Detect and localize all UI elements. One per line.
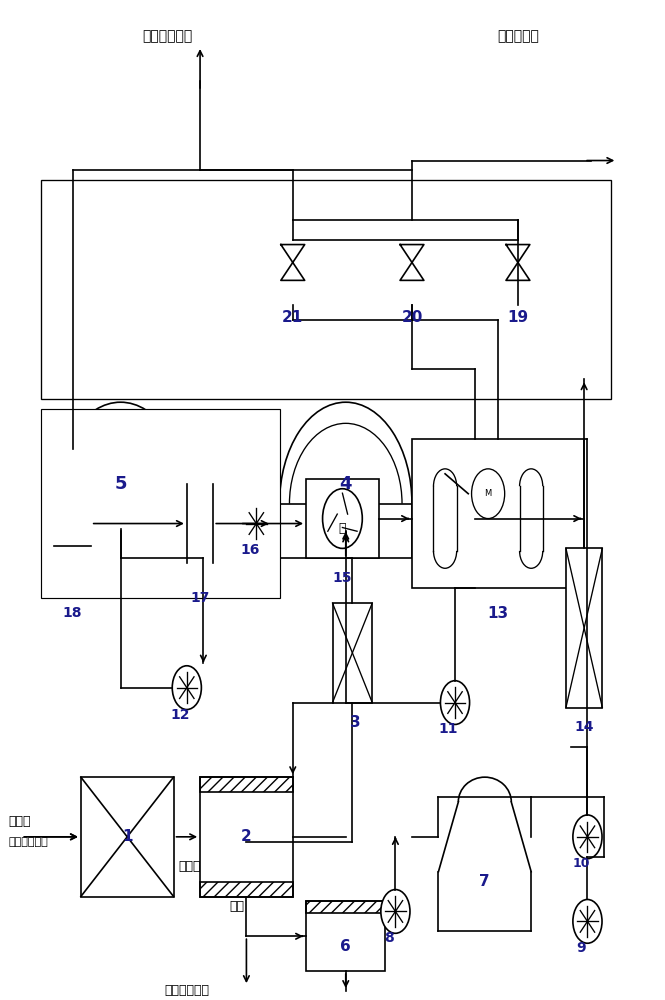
Text: 沼渣: 沼渣 <box>229 900 244 913</box>
Text: 16: 16 <box>240 543 259 557</box>
Text: 4: 4 <box>340 475 352 493</box>
Text: 19: 19 <box>507 310 529 325</box>
Circle shape <box>573 815 602 859</box>
Bar <box>412 439 584 588</box>
Bar <box>55 504 187 558</box>
Bar <box>41 180 610 399</box>
Circle shape <box>573 899 602 943</box>
Bar <box>491 220 545 305</box>
Circle shape <box>172 666 201 710</box>
Text: 17: 17 <box>190 591 209 605</box>
Bar <box>306 479 379 558</box>
Text: 水: 水 <box>338 522 346 535</box>
Text: 21: 21 <box>282 310 303 325</box>
Text: 13: 13 <box>487 606 509 621</box>
Text: 9: 9 <box>576 941 586 955</box>
Bar <box>566 548 602 708</box>
Bar <box>200 777 293 792</box>
Bar <box>55 449 91 588</box>
Circle shape <box>242 502 271 545</box>
Text: 10: 10 <box>572 857 590 870</box>
Text: M: M <box>485 489 491 498</box>
Text: 生产固体肥料: 生产固体肥料 <box>164 984 209 997</box>
Bar <box>41 409 279 598</box>
Circle shape <box>440 681 469 724</box>
Text: 1: 1 <box>122 829 132 844</box>
Text: （预处理后）: （预处理后） <box>8 837 48 847</box>
Circle shape <box>471 469 505 519</box>
Text: 安全位置排空: 安全位置排空 <box>142 29 192 43</box>
Text: 18: 18 <box>63 606 82 620</box>
Bar <box>332 603 372 703</box>
Bar <box>81 777 174 897</box>
Text: 7: 7 <box>479 874 490 889</box>
Text: 5: 5 <box>114 475 127 493</box>
Bar <box>306 901 386 971</box>
Text: 废弃物: 废弃物 <box>8 815 31 828</box>
Bar <box>200 777 293 897</box>
Bar <box>306 901 386 913</box>
Circle shape <box>323 489 362 548</box>
Text: 8: 8 <box>384 931 394 945</box>
Text: 20: 20 <box>401 310 423 325</box>
Text: 3: 3 <box>350 715 361 730</box>
Text: 生物天然气: 生物天然气 <box>497 29 539 43</box>
Text: 15: 15 <box>332 571 352 585</box>
Bar <box>266 220 319 305</box>
Bar <box>386 220 438 305</box>
Bar <box>279 504 412 558</box>
Bar <box>200 882 293 897</box>
Circle shape <box>381 890 410 933</box>
Text: 接种物: 接种物 <box>179 860 201 873</box>
Text: 14: 14 <box>575 720 594 734</box>
Text: 2: 2 <box>241 829 252 844</box>
Text: 12: 12 <box>170 708 190 722</box>
Text: 11: 11 <box>439 722 458 736</box>
Text: 6: 6 <box>340 939 351 954</box>
